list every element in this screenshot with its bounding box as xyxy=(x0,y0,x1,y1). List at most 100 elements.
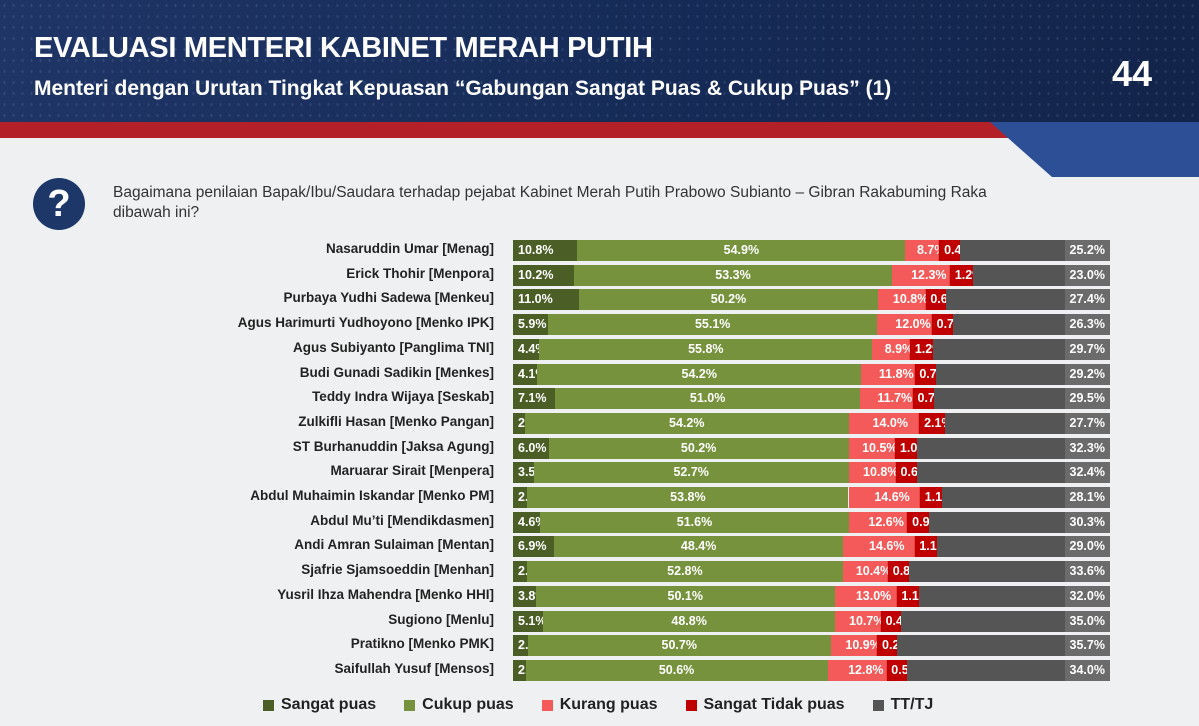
bar-segment-sangat-puas: 3.8% xyxy=(513,585,552,607)
bar-segment-tt-tj: 28.1% xyxy=(942,487,1110,508)
data-label: 52.7% xyxy=(668,462,714,484)
data-label: 33.6% xyxy=(1064,561,1110,583)
bar-segment-sangat-puas: 5.1% xyxy=(513,610,552,632)
bar-row: Pratikno [Menko PMK]2.5%50.7%10.9%0.2%35… xyxy=(0,635,1199,657)
bar-row: ST Burhanuddin [Jaksa Agung] 6.0% 50.2% 10.… xyxy=(0,437,1199,460)
bar-segment-sangat-puas: 2.0% xyxy=(513,412,552,434)
legend-item: Sangat puas xyxy=(263,696,376,714)
bar-row: Maruarar Sirait [Menpera] 3.5% 52.7% 10.8% 0… xyxy=(0,462,1199,484)
bar-segment-cukup-puas: 48.4% xyxy=(554,536,844,558)
data-label: 10.9% xyxy=(840,635,886,657)
question-icon: ? xyxy=(33,178,85,230)
legend-item: Cukup puas xyxy=(404,696,514,714)
legend-label: TT/TJ xyxy=(890,696,934,713)
legend-swatch xyxy=(263,699,274,711)
data-label: 14.6% xyxy=(869,487,915,508)
data-label: 54.9% xyxy=(718,240,765,261)
bar-segment-cukup-puas: 50.2% xyxy=(578,289,879,311)
data-label: 51.0% xyxy=(684,388,731,410)
stacked-bar-chart: Nasaruddin Umar [Menag] 10.8% 54.9% 8.7% 0.4… xyxy=(0,238,1199,688)
data-label: 14.0% xyxy=(867,412,914,434)
red-stripe xyxy=(0,122,1010,138)
bar-segment-kurang-puas: 12.0% xyxy=(877,314,949,336)
bar-segment-cukup-puas: 50.7% xyxy=(527,635,831,657)
category-label: ST Burhanuddin [Jaksa Agung] xyxy=(292,438,494,454)
bar-row: Erick Thohir [Menpora] 10.2% 53.3% 12.3% 1.2… xyxy=(0,264,1199,287)
data-label: 26.3% xyxy=(1064,314,1110,336)
category-label: Nasaruddin Umar [Menag] xyxy=(325,241,494,256)
data-label: 13.0% xyxy=(850,585,897,607)
bar-segment-kurang-puas: 13.0% xyxy=(834,585,913,607)
data-label: 12.8% xyxy=(843,659,889,681)
bar-row: Agus Subiyanto [Panglima TNI] 4.4% 55.8% 8.… xyxy=(0,338,1199,361)
bar-segment-kurang-puas: 11.8% xyxy=(861,363,932,385)
data-label: 12.3% xyxy=(906,264,952,286)
data-label: 7.1% xyxy=(513,388,552,410)
category-label: Erick Thohir [Menpora] xyxy=(346,265,494,281)
bar-segment-cukup-puas: 52.7% xyxy=(533,462,849,484)
bar-segment-sangat-puas: 4.4% xyxy=(513,338,552,360)
bar-row: Sjafrie Sjamsoeddin [Menhan] 2.4% 52.8% 10.… xyxy=(0,561,1199,583)
data-label: 50.1% xyxy=(662,585,708,607)
data-label: 53.8% xyxy=(665,487,711,508)
bar-segment-tt-tj: 26.3% xyxy=(952,314,1110,336)
category-label: Pratikno [Menko PMK] xyxy=(350,636,494,652)
data-label: 27.4% xyxy=(1064,289,1110,311)
bar-segment-sangat-tidak-puas: 1.2% xyxy=(949,264,989,286)
data-label: 30.3% xyxy=(1064,511,1110,533)
data-label: 11.0% xyxy=(513,289,558,311)
legend-item: Kurang puas xyxy=(541,696,658,714)
data-label: 8.9% xyxy=(879,338,919,360)
data-label: 32.0% xyxy=(1064,585,1110,607)
category-label: Andi Amran Sulaiman [Mentan] xyxy=(294,537,494,553)
data-label: 50.2% xyxy=(675,437,722,459)
bar-segment-tt-tj: 29.2% xyxy=(935,363,1110,385)
legend-swatch xyxy=(685,699,697,711)
header-banner xyxy=(0,0,1199,122)
data-label: 35.7% xyxy=(1064,635,1110,657)
bar-segment-sangat-puas: 4.6% xyxy=(513,511,552,533)
bar-row: Zulkifli Hasan [Menko Pangan] 2.0% 54.2% 14… xyxy=(0,412,1199,435)
bar-segment-kurang-puas: 12.8% xyxy=(827,659,905,681)
bar-segment-tt-tj: 23.0% xyxy=(972,264,1110,286)
bar-segment-tt-tj: 32.4% xyxy=(916,462,1110,484)
data-label: 10.4% xyxy=(850,561,897,583)
category-label: Zulkifli Hasan [Menko Pangan] xyxy=(298,413,494,429)
data-label: 6.0% xyxy=(513,437,552,459)
data-label: 50.2% xyxy=(705,289,752,311)
data-label: 29.7% xyxy=(1064,338,1110,360)
data-label: 6.9% xyxy=(513,536,552,558)
bar-segment-sangat-puas: 3.5% xyxy=(513,462,552,484)
bar-row: Abdul Mu’ti [Mendikdasmen] 4.6% 51.6% 12.6%… xyxy=(0,511,1199,534)
bar-segment-sangat-puas: 6.9% xyxy=(513,536,555,558)
bar-segment-cukup-puas: 53.8% xyxy=(527,487,849,508)
bar-segment-sangat-puas: 5.9% xyxy=(513,314,552,336)
bar-segment-cukup-puas: 55.8% xyxy=(539,338,873,360)
data-label: 48.8% xyxy=(666,610,712,632)
bar-segment-cukup-puas: 48.8% xyxy=(543,610,835,632)
data-label: 12.6% xyxy=(863,511,909,533)
bar-segment-tt-tj: 27.7% xyxy=(944,412,1110,434)
bar-segment-kurang-puas: 14.6% xyxy=(848,487,936,508)
blue-accent xyxy=(990,122,1199,177)
bar-row: Nasaruddin Umar [Menag] 10.8% 54.9% 8.7% 0.4… xyxy=(0,240,1199,262)
data-label: 11.8% xyxy=(873,363,919,385)
category-label: Agus Harimurti Yudhoyono [Menko IPK] xyxy=(237,315,494,331)
data-label: 29.0% xyxy=(1064,536,1110,558)
category-label: Abdul Mu’ti [Mendikdasmen] xyxy=(310,512,494,528)
data-label: 12.0% xyxy=(890,314,936,336)
bar-segment-sangat-puas: 2.1% xyxy=(513,659,552,681)
data-label: 53.3% xyxy=(710,264,756,286)
data-label: 5.9% xyxy=(513,314,552,336)
category-label: Saifullah Yusuf [Mensos] xyxy=(334,660,494,676)
data-label: 50.6% xyxy=(653,659,700,681)
category-label: Agus Subiyanto [Panglima TNI] xyxy=(292,339,494,355)
bar-segment-tt-tj: 29.7% xyxy=(932,338,1110,360)
bar-row: Andi Amran Sulaiman [Mentan] 6.9% 48.4% 14.… xyxy=(0,536,1199,558)
data-label: 10.7% xyxy=(843,610,890,632)
bar-segment-cukup-puas: 50.1% xyxy=(535,585,835,607)
legend: Sangat puas Cukup puas Kurang puas Sangat T… xyxy=(263,696,961,714)
data-label: 52.8% xyxy=(662,561,708,583)
data-label: 29.5% xyxy=(1064,388,1110,410)
bar-segment-sangat-puas: 11.0% xyxy=(513,289,579,311)
